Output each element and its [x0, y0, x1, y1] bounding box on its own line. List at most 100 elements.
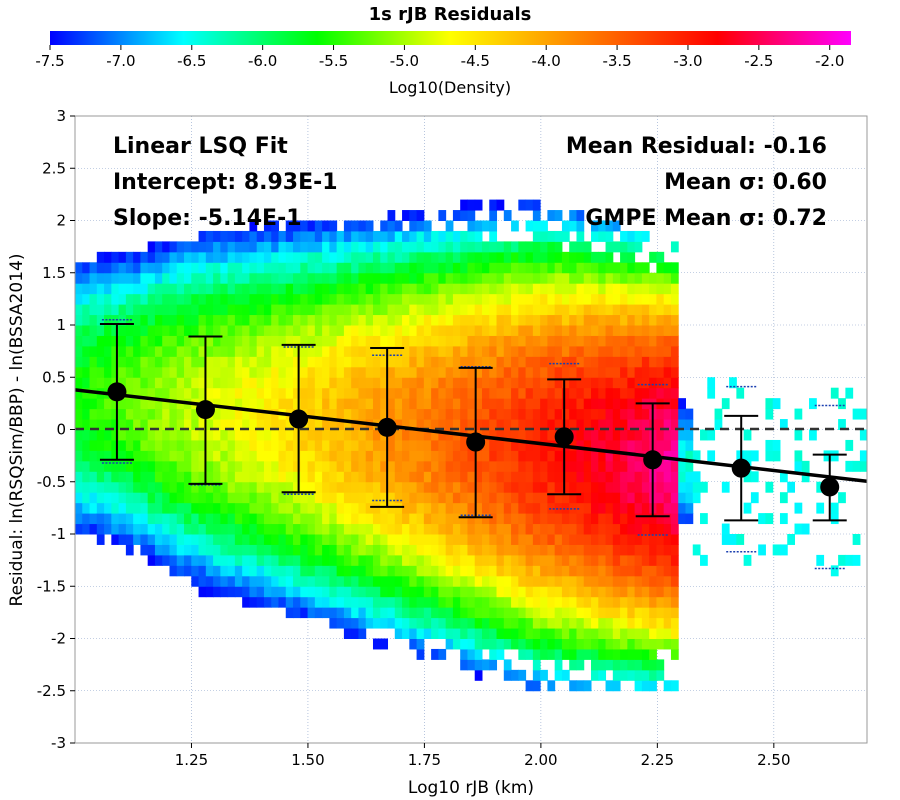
density-cell	[598, 659, 607, 671]
density-cell	[416, 439, 425, 451]
density-cell	[402, 251, 410, 263]
density-cell	[641, 544, 650, 556]
density-cell	[278, 429, 287, 441]
density-cell	[351, 575, 359, 587]
density-cell	[809, 398, 817, 410]
density-cell	[511, 450, 519, 462]
density-cell	[234, 387, 243, 399]
density-cell	[387, 534, 396, 545]
density-cell	[242, 575, 250, 587]
density-cell	[162, 387, 170, 399]
density-cell	[838, 492, 846, 504]
density-cell	[554, 356, 563, 368]
density-cell	[852, 554, 861, 566]
density-cell	[380, 617, 389, 629]
density-cell	[358, 544, 367, 556]
density-cell	[409, 210, 418, 221]
density-cell	[467, 304, 476, 316]
density-cell	[409, 565, 418, 577]
density-cell	[852, 408, 861, 420]
density-cell	[147, 283, 156, 295]
density-cell	[387, 251, 396, 263]
density-cell	[314, 586, 323, 598]
density-cell	[104, 272, 112, 284]
bin-mean-point	[731, 458, 751, 478]
density-cell	[314, 293, 323, 305]
density-cell	[336, 408, 345, 420]
density-cell	[598, 251, 607, 263]
density-cell	[234, 439, 243, 451]
density-cell	[329, 230, 338, 242]
density-cell	[474, 283, 483, 295]
density-cell	[438, 523, 447, 535]
density-cell	[438, 387, 447, 399]
density-cell	[569, 513, 577, 525]
density-cell	[431, 429, 439, 441]
density-cell	[670, 325, 679, 336]
density-cell	[620, 523, 628, 535]
density-cell	[561, 366, 570, 378]
density-cell	[591, 345, 599, 357]
density-cell	[343, 325, 352, 336]
density-cell	[656, 481, 665, 493]
density-cell	[314, 398, 323, 410]
density-cell	[649, 513, 657, 525]
density-cell	[743, 554, 752, 566]
density-cell	[314, 230, 323, 242]
density-cell	[678, 471, 686, 483]
density-cell	[169, 429, 178, 441]
density-cell	[205, 366, 214, 378]
density-cell	[525, 523, 534, 535]
density-cell	[678, 429, 686, 441]
density-cell	[532, 356, 541, 368]
density-cell	[336, 575, 345, 587]
density-cell	[525, 419, 534, 430]
density-cell	[445, 314, 454, 326]
density-cell	[227, 492, 236, 504]
density-cell	[678, 502, 686, 514]
density-cell	[329, 460, 338, 472]
density-cell	[220, 345, 229, 357]
density-cell	[554, 272, 563, 284]
density-cell	[285, 356, 294, 368]
density-cell	[154, 554, 163, 566]
density-cell	[670, 356, 679, 368]
density-cell	[184, 534, 192, 545]
density-cell	[561, 419, 570, 430]
density-cell	[641, 575, 650, 587]
density-cell	[402, 534, 410, 545]
density-cell	[394, 513, 403, 525]
density-cell	[743, 429, 752, 441]
density-cell	[634, 460, 643, 472]
density-cell	[583, 565, 592, 577]
density-cell	[569, 471, 577, 483]
density-cell	[184, 387, 192, 399]
density-cell	[489, 387, 498, 399]
density-cell	[670, 554, 679, 566]
density-cell	[452, 241, 461, 253]
density-cell	[380, 293, 389, 305]
density-cell	[598, 314, 607, 326]
density-cell	[438, 607, 447, 619]
density-cell	[569, 523, 577, 535]
density-cell	[285, 272, 294, 284]
density-cell	[329, 513, 338, 525]
density-cell	[133, 460, 141, 472]
density-cell	[402, 241, 410, 253]
density-cell	[380, 398, 389, 410]
density-cell	[641, 648, 650, 660]
density-cell	[358, 377, 367, 389]
density-cell	[540, 669, 548, 681]
density-cell	[518, 356, 527, 368]
density-cell	[416, 596, 425, 608]
density-cell	[169, 544, 178, 556]
density-cell	[329, 596, 338, 608]
density-cell	[561, 272, 570, 284]
density-cell	[242, 304, 250, 316]
density-cell	[154, 502, 163, 514]
density-cell	[402, 210, 410, 221]
density-cell	[336, 283, 345, 295]
density-cell	[191, 272, 200, 284]
density-cell	[540, 314, 548, 326]
density-cell	[532, 492, 541, 504]
